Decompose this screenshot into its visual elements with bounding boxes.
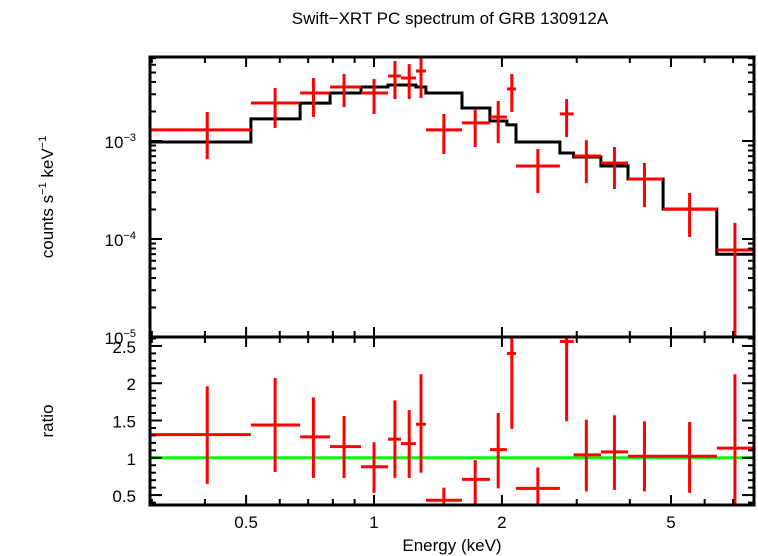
x-tick-label: 5 xyxy=(666,513,675,532)
data-point xyxy=(663,192,717,237)
ratio-point xyxy=(506,337,517,429)
ratio-point xyxy=(489,413,507,489)
y-tick-label: 2 xyxy=(127,375,136,394)
data-point xyxy=(388,61,401,100)
ratio-point xyxy=(250,378,301,472)
data-point xyxy=(627,162,664,208)
y-tick-label: 10−3 xyxy=(105,132,136,152)
ratio-point xyxy=(600,415,628,490)
data-point xyxy=(462,109,490,148)
data-point xyxy=(559,99,574,137)
data-series xyxy=(150,57,754,337)
spectrum-panel: 10−310−410−5 counts s−1 keV−1 xyxy=(37,55,756,348)
data-point xyxy=(506,74,517,112)
ratio-point xyxy=(516,467,560,505)
data-point xyxy=(716,222,754,337)
y-tick-exponent: −3 xyxy=(123,132,136,144)
y-tick-exponent: −4 xyxy=(123,230,136,242)
data-point xyxy=(573,140,601,183)
ratio-point xyxy=(388,400,401,478)
model-step-line xyxy=(150,83,754,256)
x-tick-labels: 0.5 1 2 5 xyxy=(234,513,675,532)
x-tick-label: 2 xyxy=(497,513,506,532)
ylabel-sup2: −1 xyxy=(37,136,49,149)
ratio-y-tick-labels: 0.5 1 1.5 2 2.5 xyxy=(112,338,136,506)
y-tick-label: 10−4 xyxy=(105,230,136,250)
y-tick-label: 1 xyxy=(127,450,136,469)
data-point xyxy=(516,148,560,193)
data-point xyxy=(600,147,628,189)
x-axis-label: Energy (keV) xyxy=(402,536,501,555)
y-tick-label: 10−5 xyxy=(105,328,136,348)
y-tick-base: 10 xyxy=(105,231,124,250)
x-tick-label: 0.5 xyxy=(234,513,258,532)
data-point xyxy=(400,64,416,100)
ylabel-mid: keV xyxy=(38,148,57,183)
ylabel-sup1: −1 xyxy=(37,182,49,195)
ylabel-base: counts s xyxy=(38,195,57,258)
ratio-point xyxy=(627,421,664,492)
ratio-point xyxy=(361,442,389,493)
ratio-panel: 0.5 1 1.5 2 2.5 ratio xyxy=(38,335,756,507)
data-point xyxy=(361,79,389,114)
spectrum-y-axis-label: counts s−1 keV−1 xyxy=(37,136,57,258)
ratio-axes xyxy=(148,335,756,507)
ratio-point xyxy=(415,374,426,473)
data-point xyxy=(330,74,362,108)
y-tick-label: 2.5 xyxy=(112,338,136,357)
y-tick-base: 10 xyxy=(105,329,124,348)
model-series xyxy=(150,83,754,256)
y-tick-base: 10 xyxy=(105,133,124,152)
y-tick-label: 0.5 xyxy=(112,487,136,506)
data-point xyxy=(300,78,331,117)
ratio-series xyxy=(150,337,754,505)
data-point xyxy=(425,113,463,155)
ratio-point xyxy=(300,397,331,478)
data-point xyxy=(415,57,426,98)
y-tick-label: 1.5 xyxy=(112,413,136,432)
spectrum-y-tick-labels: 10−310−410−5 xyxy=(105,132,136,348)
ratio-point xyxy=(559,337,574,422)
ratio-point xyxy=(400,410,416,478)
x-tick-label: 1 xyxy=(369,513,378,532)
data-point xyxy=(489,101,507,144)
ratio-point xyxy=(425,487,463,505)
data-point xyxy=(150,111,251,160)
ratio-point xyxy=(573,419,601,492)
ratio-point xyxy=(716,374,754,505)
ratio-y-axis-label: ratio xyxy=(38,404,57,437)
chart-title: Swift−XRT PC spectrum of GRB 130912A xyxy=(292,9,609,28)
data-point xyxy=(250,88,301,128)
ratio-point xyxy=(150,386,251,484)
ratio-point xyxy=(330,416,362,478)
ratio-point xyxy=(462,460,490,505)
ratio-point xyxy=(663,422,717,493)
y-tick-exponent: −5 xyxy=(123,328,136,340)
